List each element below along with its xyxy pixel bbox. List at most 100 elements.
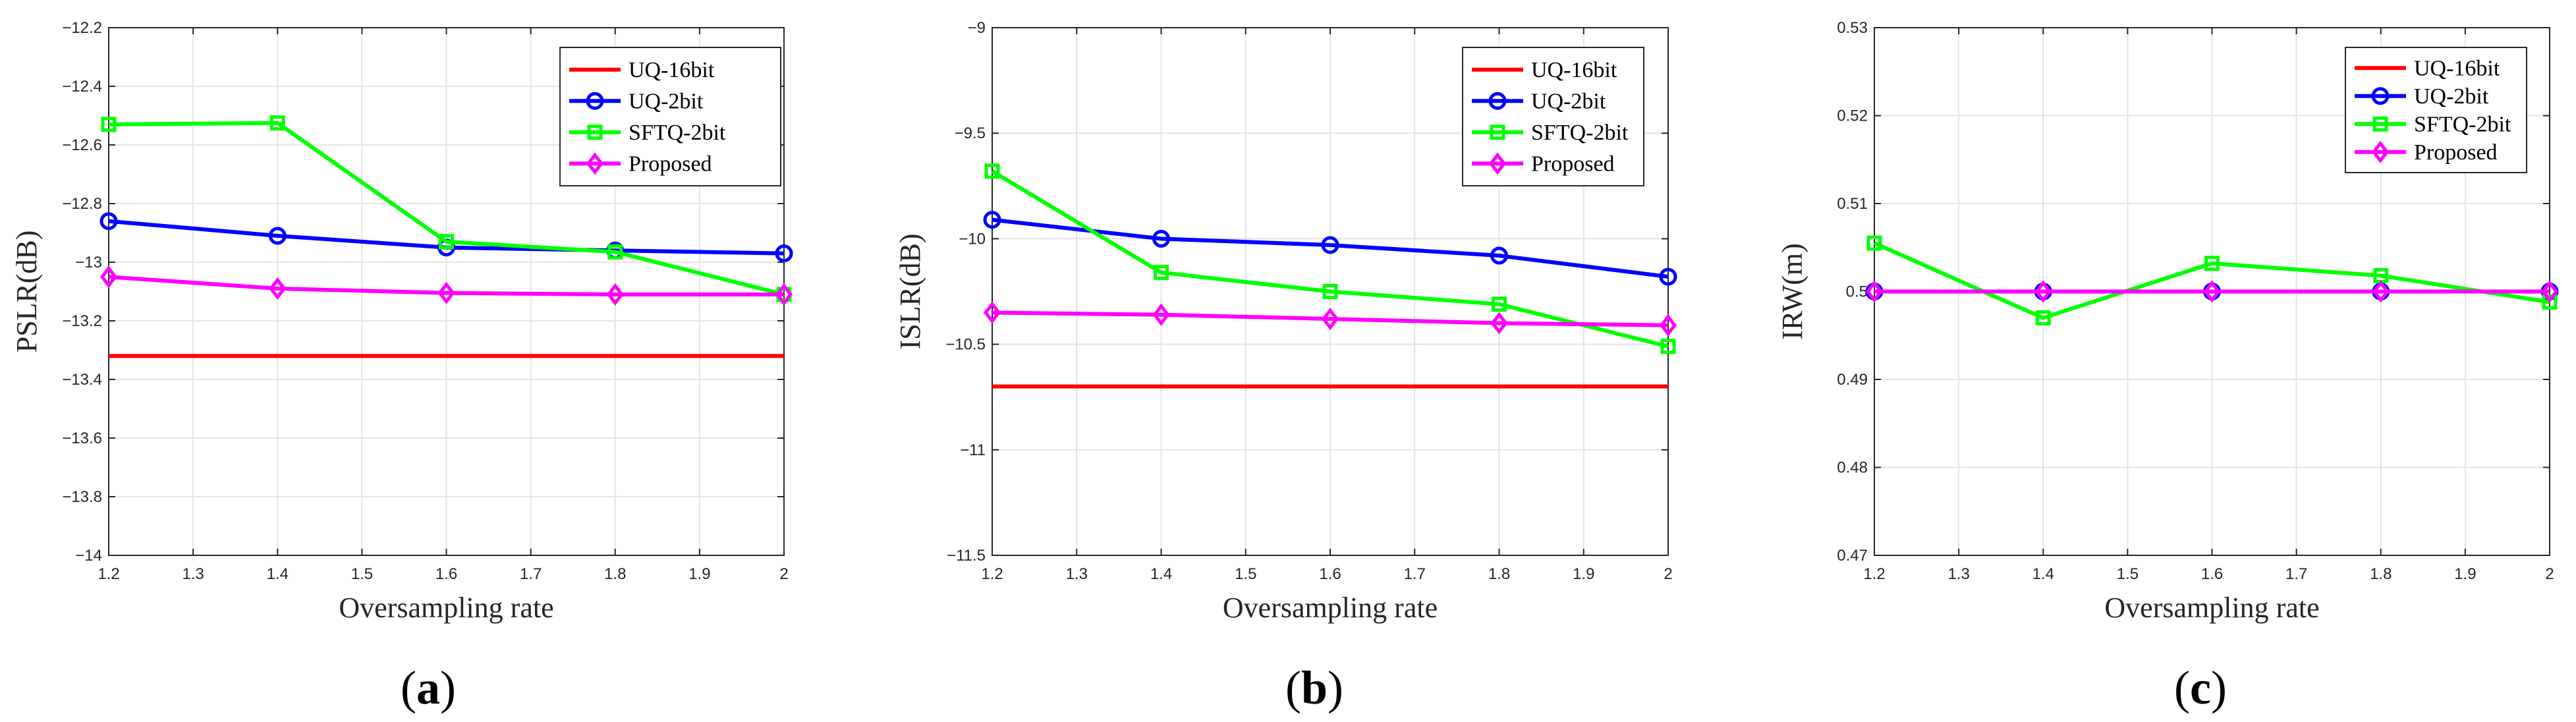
x-tick-label: 1.3 xyxy=(182,565,204,583)
data-point-circle xyxy=(1321,236,1339,254)
series-proposed xyxy=(983,301,1677,337)
data-point-square xyxy=(1322,284,1338,299)
series-line xyxy=(108,121,785,296)
series-line xyxy=(992,217,1669,279)
panel-caption: (a) xyxy=(401,661,456,714)
y-tick-label: −13 xyxy=(75,254,102,271)
x-tick-label: 2 xyxy=(1664,565,1672,583)
x-axis-label: Oversampling rate xyxy=(1223,592,1438,624)
legend-entry-label: UQ-2bit xyxy=(629,89,704,113)
y-tick-label: −12.6 xyxy=(62,136,102,154)
legend-entry-label: Proposed xyxy=(1531,152,1615,176)
y-tick-label: −9 xyxy=(968,19,986,37)
x-tick-label: 1.2 xyxy=(1863,565,1885,583)
legend-swatch-marker xyxy=(2371,87,2390,105)
legend: UQ-16bit UQ-2bit SFTQ-2bit Proposed xyxy=(2345,47,2527,173)
y-tick-label: −13.2 xyxy=(62,312,102,330)
y-axis-label: PSLR(dB) xyxy=(11,231,43,353)
y-tick-label: −12.4 xyxy=(62,78,102,96)
caption-open-paren: ( xyxy=(1285,661,1301,714)
x-tick-label: 1.3 xyxy=(1947,565,1969,583)
data-point-circle xyxy=(99,212,118,231)
caption-close-paren: ) xyxy=(440,661,456,714)
series-line xyxy=(991,169,1669,348)
legend-entry-label: UQ-16bit xyxy=(2414,56,2500,80)
data-point-square xyxy=(1866,235,1882,251)
data-point-square xyxy=(607,244,623,260)
caption-letter: a xyxy=(416,661,440,714)
caption-open-paren: ( xyxy=(401,661,416,714)
data-point-diamond xyxy=(2540,280,2559,303)
chart-panel-c: 1.2 1.3 1.4 1.5 1.6 1.7 1.8 1.9 2 0.47 0.48 0.49 0.5… xyxy=(1776,19,2559,714)
y-tick-label: −12.2 xyxy=(62,19,102,37)
data-point-square xyxy=(1154,265,1169,281)
legend-swatch-marker xyxy=(1488,92,1507,110)
x-tick-label: 2 xyxy=(779,565,788,583)
data-point-circle xyxy=(1659,267,1677,286)
legend-entry-label: SFTQ-2bit xyxy=(2414,112,2511,136)
x-tick-label: 1.8 xyxy=(1488,565,1510,583)
x-tick-label: 1.7 xyxy=(1404,565,1426,583)
series-sftq-2bit xyxy=(984,163,1676,354)
caption-letter: c xyxy=(2190,661,2211,714)
data-point-diamond xyxy=(1152,303,1170,326)
legend-entry-label: SFTQ-2bit xyxy=(1531,121,1629,145)
series-proposed xyxy=(1865,280,2559,303)
legend-swatch-marker xyxy=(587,125,603,140)
panel-caption: (c) xyxy=(2174,661,2227,714)
data-point-diamond xyxy=(99,265,118,289)
legend-entry-label: UQ-2bit xyxy=(2414,84,2489,109)
y-tick-label: −13.4 xyxy=(62,371,102,389)
caption-close-paren: ) xyxy=(2211,661,2227,714)
x-tick-label: 1.2 xyxy=(98,565,119,583)
y-tick-label: −11 xyxy=(960,441,986,459)
legend-entry-label: UQ-16bit xyxy=(1531,58,1617,82)
panel-caption: (b) xyxy=(1285,661,1343,714)
x-tick-label: 1.9 xyxy=(1573,565,1594,583)
y-tick-label: 0.51 xyxy=(1837,195,1868,213)
y-tick-label: 0.53 xyxy=(1837,19,1868,37)
data-point-square xyxy=(439,234,454,250)
data-point-diamond xyxy=(983,301,1001,324)
x-tick-label: 1.9 xyxy=(2454,565,2476,583)
x-tick-label: 1.5 xyxy=(1235,565,1256,583)
data-point-diamond xyxy=(437,281,455,304)
x-tick-label: 1.3 xyxy=(1066,565,1088,583)
legend-entry-label: UQ-16bit xyxy=(629,58,715,82)
x-tick-label: 1.6 xyxy=(2201,565,2223,583)
data-point-diamond xyxy=(1321,308,1339,331)
data-point-diamond xyxy=(2372,280,2390,303)
x-tick-label: 1.6 xyxy=(435,565,457,583)
x-tick-label: 1.8 xyxy=(2370,565,2392,583)
y-tick-label: 0.47 xyxy=(1837,547,1868,565)
legend-swatch-marker xyxy=(1490,125,1505,140)
x-tick-label: 2 xyxy=(2545,565,2554,583)
y-tick-label: −13.6 xyxy=(62,430,102,447)
x-tick-label: 1.4 xyxy=(267,565,289,583)
legend-entry-label: SFTQ-2bit xyxy=(629,121,726,145)
x-axis-label: Oversampling rate xyxy=(2104,592,2319,624)
legend: UQ-16bit UQ-2bit SFTQ-2bit Proposed xyxy=(559,47,781,186)
y-tick-label: −13.8 xyxy=(62,488,102,506)
data-point-diamond xyxy=(606,283,624,306)
x-tick-label: 1.7 xyxy=(2285,565,2307,583)
x-tick-label: 1.8 xyxy=(604,565,626,583)
chart-panel-b: 1.2 1.3 1.4 1.5 1.6 1.7 1.8 1.9 2 −11.5 −11 −10.5 −1… xyxy=(894,19,1677,714)
y-axis-label: ISLR(dB) xyxy=(894,234,926,350)
y-tick-label: −10 xyxy=(959,230,986,248)
data-point-square xyxy=(2542,294,2558,310)
caption-letter: b xyxy=(1301,661,1328,714)
data-point-circle xyxy=(1152,229,1170,248)
chart-panel-a: 1.2 1.3 1.4 1.5 1.6 1.7 1.8 1.9 2 −14 −13.8 −13.6 −1… xyxy=(11,19,793,714)
legend-swatch-marker xyxy=(1488,152,1507,175)
data-point-square xyxy=(269,115,285,131)
y-tick-label: −14 xyxy=(75,547,102,565)
caption-open-paren: ( xyxy=(2174,661,2190,714)
y-tick-label: −9.5 xyxy=(955,125,986,142)
y-tick-label: −11.5 xyxy=(947,547,986,565)
x-tick-label: 1.7 xyxy=(520,565,542,583)
legend: UQ-16bit UQ-2bit SFTQ-2bit Proposed xyxy=(1462,47,1644,186)
data-point-square xyxy=(1660,339,1676,354)
legend-swatch-marker xyxy=(586,92,604,110)
series-line xyxy=(992,310,1669,327)
